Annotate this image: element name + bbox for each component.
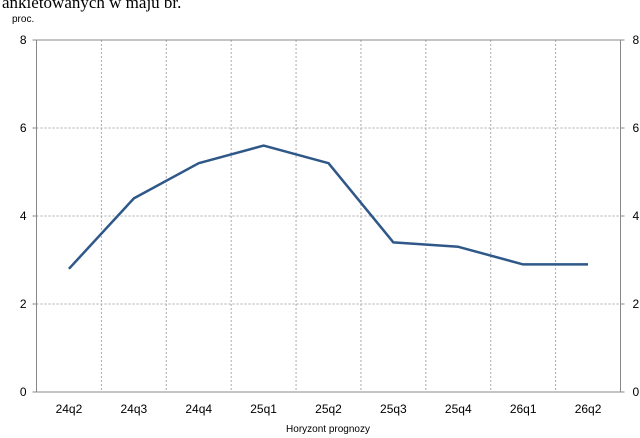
x-tick-label: 25q3 bbox=[380, 402, 407, 416]
x-tick-label: 24q4 bbox=[185, 402, 212, 416]
y-axis-label: proc. bbox=[12, 14, 34, 25]
x-tick-label: 25q2 bbox=[315, 402, 342, 416]
y2-tick-label: 0 bbox=[633, 385, 640, 399]
y2-tick-label: 6 bbox=[633, 121, 640, 135]
chart-title: ankietowanych w maju br. bbox=[2, 0, 181, 12]
y-tick-label: 2 bbox=[20, 297, 27, 311]
y-tick-label: 4 bbox=[20, 209, 27, 223]
y2-tick-label: 8 bbox=[633, 33, 640, 47]
x-tick-label: 24q2 bbox=[56, 402, 83, 416]
x-tick-label: 25q1 bbox=[250, 402, 277, 416]
x-axis-label: Horyzont prognozy bbox=[286, 424, 370, 435]
plot-frame bbox=[36, 39, 621, 393]
y-tick-label: 0 bbox=[20, 385, 27, 399]
y2-tick-label: 4 bbox=[633, 209, 640, 223]
y-tick-label: 8 bbox=[20, 33, 27, 47]
x-tick-label: 24q3 bbox=[120, 402, 147, 416]
x-tick-label: 26q1 bbox=[510, 402, 537, 416]
x-tick-label: 26q2 bbox=[575, 402, 602, 416]
x-tick-label: 25q4 bbox=[445, 402, 472, 416]
series-line bbox=[68, 144, 589, 270]
y2-tick-label: 2 bbox=[633, 297, 640, 311]
y-tick-label: 6 bbox=[20, 121, 27, 135]
